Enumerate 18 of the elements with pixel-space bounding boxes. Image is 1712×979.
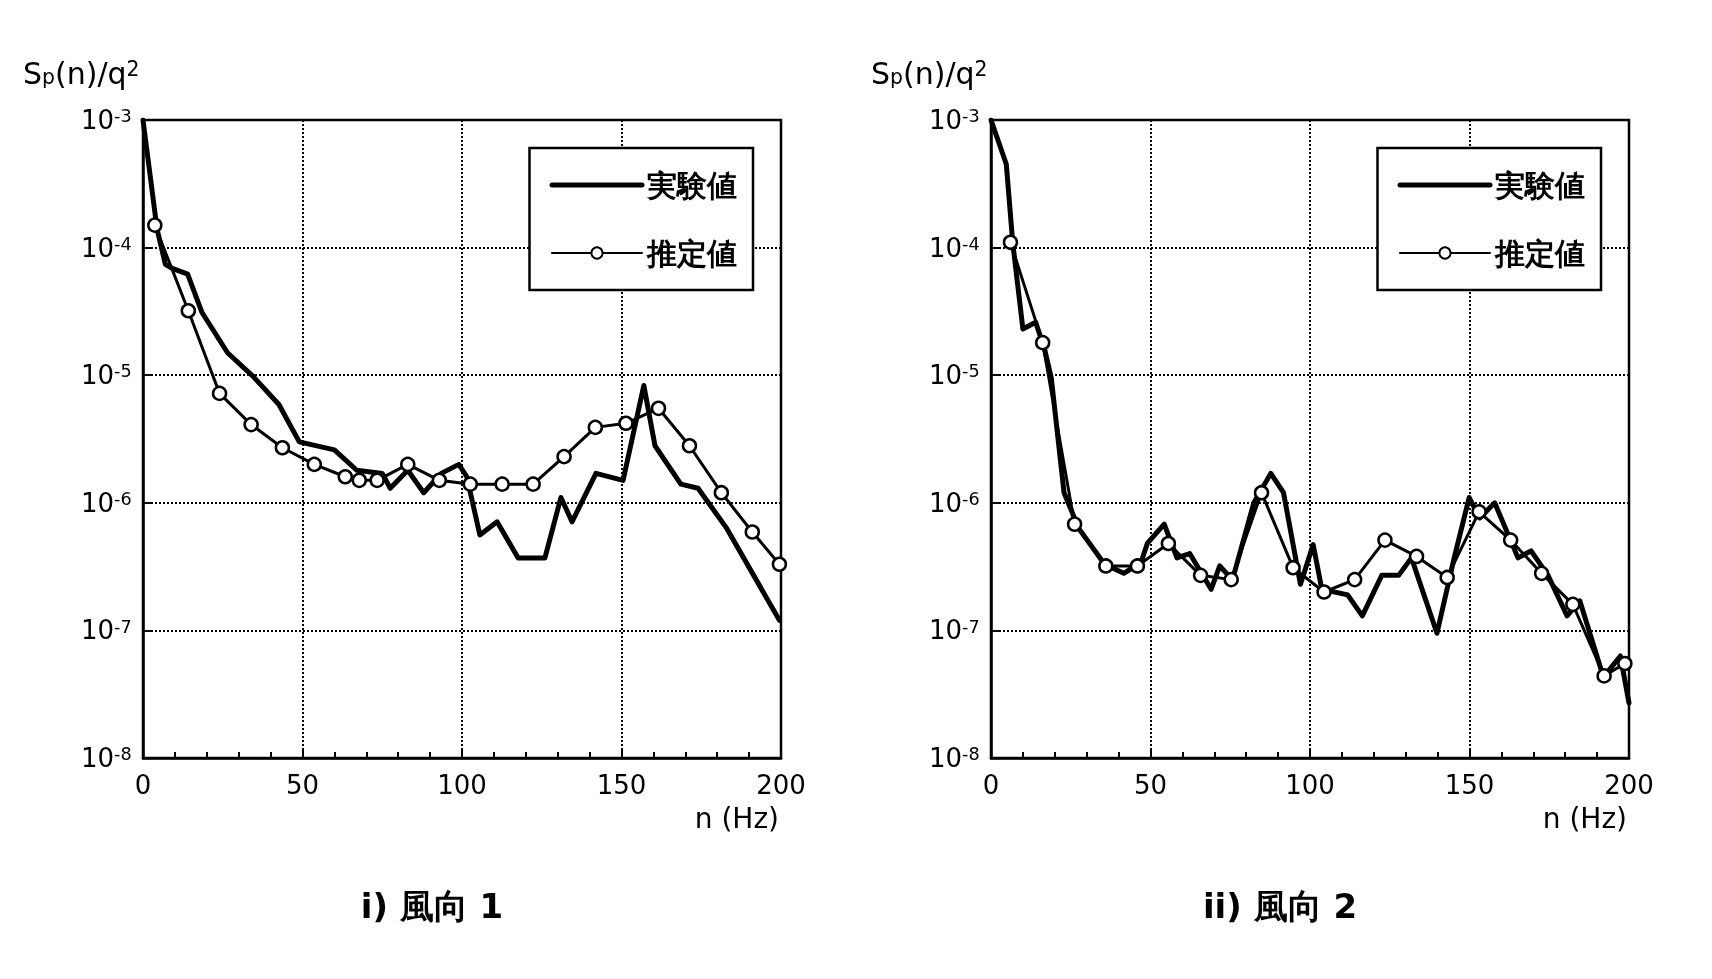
x-tick-label: 200: [756, 770, 806, 800]
x-tick-label: 50: [1133, 770, 1168, 800]
text: i) 風向 1: [360, 886, 504, 926]
x-axis-title: n (Hz): [694, 801, 779, 835]
x-tick-label: 150: [1444, 770, 1495, 800]
x-tick-label: 100: [437, 770, 487, 800]
x-tick-label: 100: [1285, 770, 1335, 800]
x-axis-title: n (Hz): [1542, 801, 1627, 835]
x-tick-label: 0: [982, 770, 1000, 800]
legend-label: 推定値: [1494, 235, 1585, 271]
legend-label: 実験値: [646, 167, 737, 203]
x-tick-label: 0: [134, 770, 152, 800]
x-tick-label: 150: [596, 770, 647, 800]
x-tick-label: 200: [1604, 770, 1654, 800]
legend-label: 実験値: [1494, 167, 1585, 203]
x-tick-label: 50: [285, 770, 320, 800]
legend-label: 推定値: [646, 235, 737, 271]
text: ii) 風向 2: [1202, 886, 1358, 926]
